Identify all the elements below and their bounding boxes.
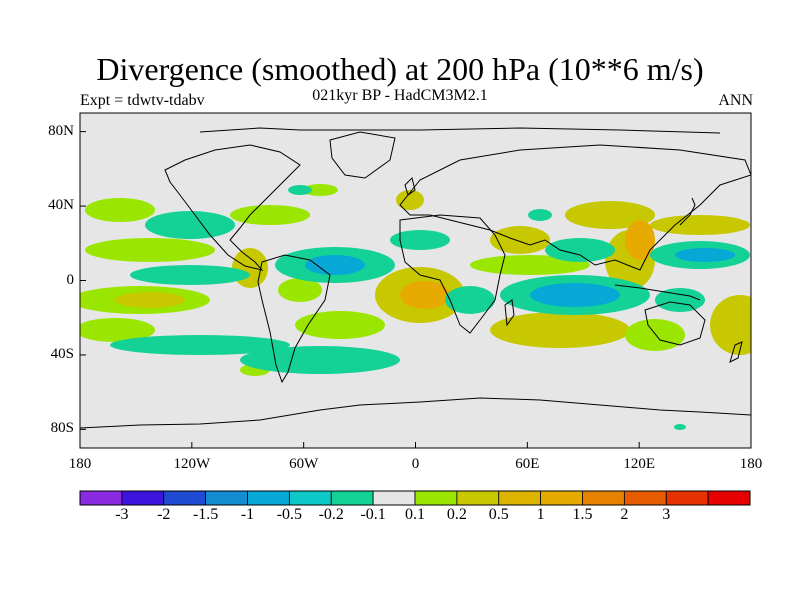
colorbar-label: -1.5 xyxy=(192,506,219,523)
lon-label: 120W xyxy=(173,456,211,472)
map-title: Divergence (smoothed) at 200 hPa (10**6 … xyxy=(96,51,704,87)
positive-patch xyxy=(490,226,550,254)
coastlines xyxy=(80,127,751,429)
new-zealand-coast xyxy=(729,341,743,363)
colorbar-label: -2 xyxy=(157,506,171,523)
negative-patch xyxy=(145,211,235,239)
positive-patch xyxy=(85,238,215,262)
lat-label: 80N xyxy=(48,122,74,139)
lat-label: 80S xyxy=(50,420,74,437)
colorbar-box xyxy=(665,490,709,506)
positive-patch xyxy=(115,292,185,308)
positive-patch xyxy=(396,190,424,210)
negative-patch xyxy=(130,265,250,285)
negative-patch xyxy=(110,335,290,355)
negative-patch xyxy=(288,185,312,195)
lon-label: 180 xyxy=(68,456,92,472)
madagascar-coast xyxy=(504,299,515,327)
colorbar-box xyxy=(288,490,332,506)
positive-patch xyxy=(295,311,385,339)
indonesia-coast xyxy=(614,284,701,301)
colorbar-label: 2 xyxy=(620,506,629,523)
latitude-ticks xyxy=(80,131,86,430)
period-model-label: 021kyr BP - HadCM3M2.1 xyxy=(312,87,488,104)
colorbar-label: -0.5 xyxy=(276,506,303,523)
lon-label: 60W xyxy=(289,456,319,472)
positive-patch xyxy=(400,281,450,309)
season-label: ANN xyxy=(718,92,753,109)
greenland-coast xyxy=(329,131,396,179)
lon-label: 180 xyxy=(739,456,763,472)
colorbar-label: -1 xyxy=(240,506,255,523)
colorbar-frame xyxy=(79,490,751,506)
positive-patch xyxy=(85,198,155,222)
positive-patch xyxy=(565,201,655,229)
colorbar-label: 1.5 xyxy=(572,506,593,523)
colorbar-box xyxy=(247,490,290,506)
negative-patch xyxy=(675,248,735,262)
colorbar-label: -0.1 xyxy=(360,506,386,523)
colorbar-box xyxy=(372,490,416,506)
colorbar xyxy=(79,490,751,506)
colorbar-box xyxy=(163,490,207,506)
positive-patch xyxy=(650,215,750,235)
antarctica-coast xyxy=(80,397,751,429)
positive-patch xyxy=(80,318,155,342)
colorbar-box xyxy=(498,490,542,506)
negative-patch xyxy=(655,288,705,312)
lon-label: 0 xyxy=(411,456,420,472)
negative-patch xyxy=(390,230,450,250)
colorbar-box xyxy=(121,490,165,506)
positive-patch xyxy=(625,220,655,260)
negative-patch xyxy=(545,238,615,262)
positive-patch xyxy=(490,312,630,348)
colorbar-box xyxy=(623,490,667,506)
colorbar-box xyxy=(330,490,374,506)
positive-patch xyxy=(230,205,310,225)
colorbar-box xyxy=(79,490,123,506)
colorbar-label: 1 xyxy=(536,506,545,523)
negative-patch xyxy=(240,346,400,374)
positive-patch xyxy=(625,319,685,351)
colorbar-box xyxy=(707,490,751,506)
negative-patch xyxy=(528,209,552,221)
negative-patch xyxy=(674,424,686,430)
japan-coast xyxy=(679,197,696,226)
colorbar-box xyxy=(456,490,500,506)
negative-patch xyxy=(305,255,365,275)
colorbar-box xyxy=(582,490,625,506)
negative-patch xyxy=(530,283,620,307)
lat-label: 40S xyxy=(50,345,74,362)
positive-patch xyxy=(232,248,268,288)
lon-label: 120E xyxy=(623,456,655,472)
north-america-coast xyxy=(164,144,301,271)
longitude-ticks xyxy=(79,442,752,448)
positive-patch xyxy=(302,184,338,196)
colorbar-label: 3 xyxy=(662,506,671,523)
colorbar-label: 0.5 xyxy=(488,506,509,523)
colorbar-box xyxy=(540,490,583,506)
colorbar-label: 0.2 xyxy=(446,506,467,523)
colorbar-label: 0.1 xyxy=(405,506,425,523)
negative-patch xyxy=(445,286,495,314)
lon-label: 60E xyxy=(515,456,540,472)
australia-coast xyxy=(644,301,706,346)
uk-coast xyxy=(404,177,416,196)
experiment-label: Expt = tdwtv-tdabv xyxy=(80,92,205,109)
africa-coast xyxy=(399,214,506,334)
positive-patch xyxy=(470,255,590,275)
arctic-islands-coast xyxy=(199,127,721,134)
colorbar-label: -3 xyxy=(115,506,129,523)
colorbar-box xyxy=(414,490,458,506)
divergence-field xyxy=(80,184,751,430)
lat-label: 40N xyxy=(48,197,74,214)
positive-patch xyxy=(278,278,322,302)
lat-label: 0 xyxy=(66,271,75,288)
colorbar-label: -0.2 xyxy=(318,506,344,523)
colorbar-box xyxy=(205,490,248,506)
south-america-coast xyxy=(257,254,331,384)
positive-patch xyxy=(710,295,751,355)
eurasia-coast xyxy=(399,144,751,271)
